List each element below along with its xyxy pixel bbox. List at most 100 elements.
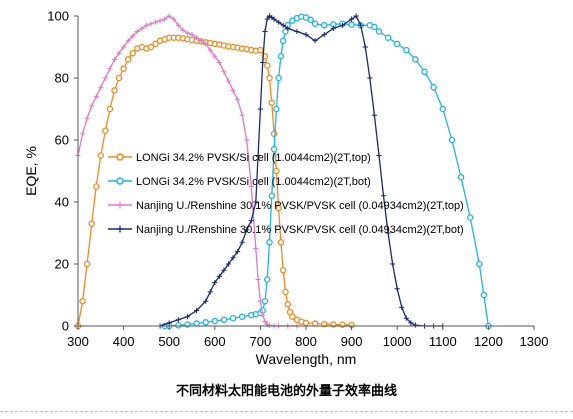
data-point <box>263 276 271 283</box>
y-tick-label: 0 <box>62 319 69 334</box>
data-point <box>476 260 483 268</box>
data-point <box>175 317 181 323</box>
data-point <box>311 20 319 27</box>
data-point <box>303 32 309 38</box>
data-point <box>457 173 465 181</box>
data-point <box>115 74 123 82</box>
series-line <box>164 15 490 327</box>
data-point <box>189 32 195 38</box>
data-point <box>260 312 266 318</box>
data-point <box>107 66 113 72</box>
data-point <box>102 75 108 81</box>
data-point <box>399 304 405 310</box>
data-point <box>339 321 346 329</box>
data-point <box>268 192 276 200</box>
data-point <box>97 152 105 159</box>
data-point <box>171 16 177 22</box>
data-point <box>339 22 346 28</box>
data-point <box>244 137 250 143</box>
data-point <box>367 75 373 81</box>
data-point <box>180 27 186 33</box>
data-point <box>279 37 287 45</box>
data-point <box>207 47 213 53</box>
data-point <box>371 112 377 118</box>
data-point <box>202 319 209 326</box>
legend-label: Nanjing U./Renshine 30.1% PVSK/PVSK cell… <box>136 224 464 236</box>
data-point <box>79 131 86 137</box>
x-axis-title: Wavelength, nm <box>256 351 357 367</box>
data-point <box>220 316 228 324</box>
legend-label: LONGi 34.2% PVSK/Si cell (1.0044cm2)(2T,… <box>136 152 371 164</box>
data-point <box>238 313 246 320</box>
x-tick-label: 300 <box>67 334 89 349</box>
data-point <box>266 239 273 246</box>
x-tick-label: 400 <box>113 334 135 349</box>
data-point <box>166 13 172 19</box>
axes-layer <box>77 16 534 327</box>
figure-caption: 不同材料太阳能电池的外量子效率曲线 <box>175 384 397 399</box>
x-tick-label: 1200 <box>474 334 503 349</box>
divider <box>0 411 573 412</box>
data-point <box>225 261 232 267</box>
data-point <box>239 112 245 118</box>
data-point <box>235 97 241 103</box>
legend-marker <box>116 201 124 209</box>
data-point <box>93 94 99 100</box>
data-point <box>253 199 259 205</box>
data-point <box>277 239 285 246</box>
data-point <box>152 19 159 25</box>
series-line <box>159 15 443 327</box>
data-point <box>102 127 109 134</box>
data-point <box>260 59 266 66</box>
x-tick-label: 800 <box>295 334 317 349</box>
data-point <box>289 313 296 320</box>
legend-item: LONGi 34.2% PVSK/Si cell (1.0044cm2)(2T,… <box>108 176 371 188</box>
data-point <box>376 152 382 159</box>
y-tick-label: 100 <box>47 9 69 24</box>
data-point <box>116 50 122 56</box>
series-2 <box>161 13 492 330</box>
data-point <box>212 53 218 59</box>
data-point <box>84 115 90 121</box>
legend-item: Nanjing U./Renshine 30.1% PVSK/PVSK cell… <box>108 224 464 236</box>
ticks-layer: 300 400 500 600 700 800 900 1000 1100 1200 1300 0 20… <box>47 9 548 350</box>
data-point <box>371 23 378 31</box>
data-point <box>284 301 292 308</box>
data-point <box>212 280 218 286</box>
data-point <box>320 320 328 328</box>
data-point <box>221 69 227 75</box>
data-point <box>255 152 261 159</box>
data-point <box>175 22 181 28</box>
data-point <box>244 227 250 233</box>
data-point <box>273 167 280 175</box>
data-point <box>106 105 114 113</box>
data-point <box>257 46 264 54</box>
data-point <box>121 44 127 50</box>
y-tick-label: 60 <box>55 133 69 148</box>
legend: LONGi 34.2% PVSK/Si cell (1.0044cm2)(2T,… <box>108 152 464 236</box>
data-point <box>89 103 95 109</box>
data-point <box>184 314 191 320</box>
data-point <box>430 84 437 91</box>
x-tick-label: 1000 <box>383 334 412 349</box>
data-point <box>125 38 131 44</box>
data-point <box>79 297 86 305</box>
data-point <box>311 320 319 327</box>
data-point <box>216 273 222 279</box>
data-point <box>147 43 155 51</box>
data-point <box>152 40 159 48</box>
data-point <box>268 99 276 107</box>
data-point <box>330 25 336 31</box>
legend-label: LONGi 34.2% PVSK/Si cell (1.0044cm2)(2T,… <box>136 176 371 188</box>
legend-item: Nanjing U./Renshine 30.1% PVSK/PVSK cell… <box>108 200 464 212</box>
data-point <box>263 62 271 69</box>
legend-label: Nanjing U./Renshine 30.1% PVSK/PVSK cell… <box>136 200 464 212</box>
data-point <box>255 276 261 283</box>
data-point <box>275 204 282 212</box>
x-tick-label: 900 <box>341 334 363 349</box>
data-point <box>230 87 236 93</box>
data-point <box>157 18 163 24</box>
data-point <box>225 78 232 84</box>
y-tick-label: 20 <box>55 257 69 272</box>
